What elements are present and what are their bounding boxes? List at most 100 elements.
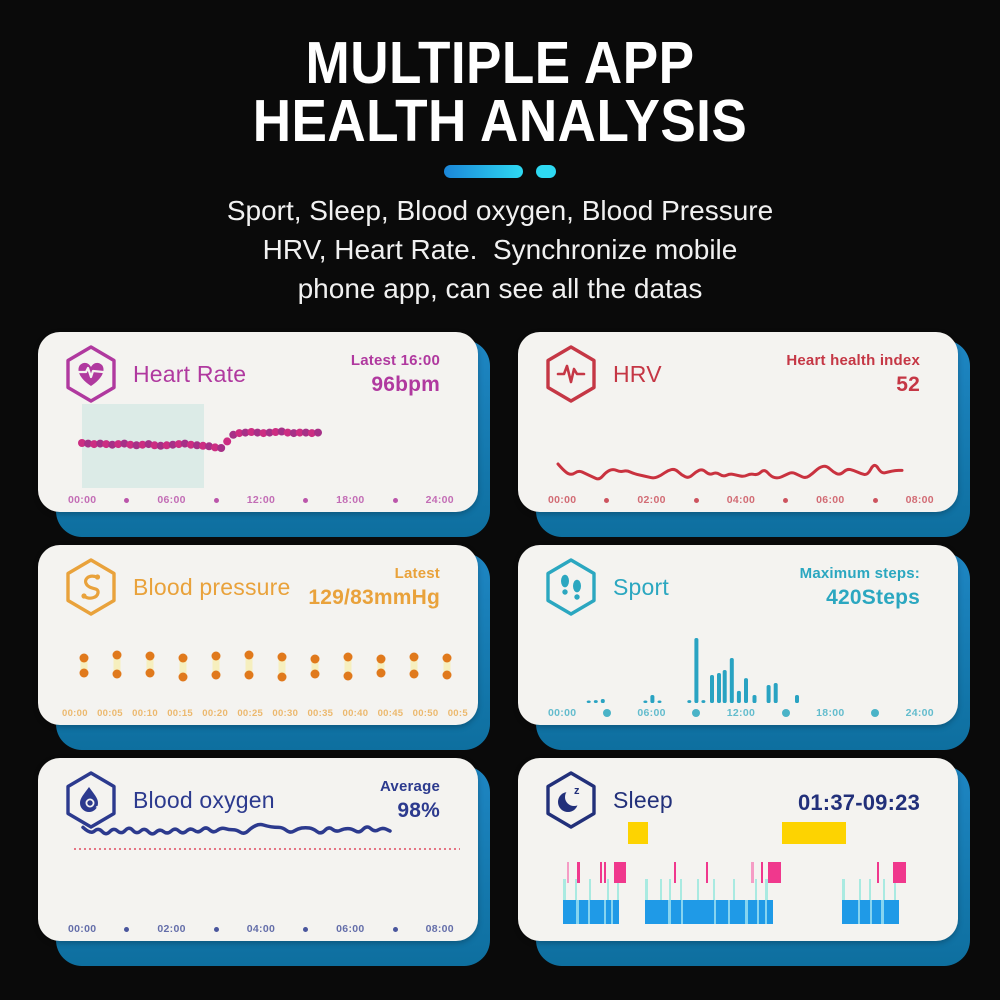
chart-dot [211,443,220,452]
sleep-light-spike [563,879,566,924]
chart-dot [229,430,238,439]
axis-label: 06:00 [336,923,365,935]
chart-bar [657,700,662,703]
axis-label: 00:20 [202,708,229,719]
card-hrv: HRV Heart health index 52 00:00 02:00 04:0… [518,332,970,537]
chart-dot [307,429,316,438]
axis-label: 12:00 [246,494,276,506]
blood-pressure-card: Blood pressure Latest 129/83mmHg 00:00 00… [38,545,478,725]
chart-dumbbell-band [146,656,154,673]
sleep-deep-stripe [858,900,860,924]
page-title: MULTIPLE APP HEALTH ANALYSIS [0,34,1000,151]
chart-systolic-dot [409,652,419,662]
chart-bar [586,700,591,703]
sleep-rem-bar [567,862,569,883]
moon-icon: z [546,771,596,829]
axis-dot [783,497,789,503]
axis-label: 00:00 [62,708,88,719]
stat-block: 01:37-09:23 [798,782,920,818]
sleep-deep-stripe [714,900,716,924]
chart-systolic-dot [343,652,353,662]
chart-dot [193,441,201,450]
chart-bar [744,678,748,703]
chart-dot [277,427,286,436]
axis-label: 00:50 [412,708,439,719]
axis-label: 12:00 [726,707,756,719]
axis-label: 00:40 [342,708,369,719]
axis-dot [392,497,398,503]
axis-label: 04:00 [726,494,756,506]
stat-label: Latest [394,565,440,582]
axis-dot [602,709,611,717]
axis-label: 06:00 [637,707,666,719]
chart-bar [643,700,648,703]
chart-dot [138,440,147,449]
time-axis: 00:00 02:00 04:00 06:00 08:00 [548,494,934,506]
card-title: Sport [613,573,669,600]
chart-dot [283,428,292,437]
sleep-deep-stripe [765,900,767,924]
axis-dot [871,709,880,717]
sleep-light-spike [697,879,699,924]
chart-dot [156,441,165,450]
sleep-light-spike [733,879,735,924]
sleep-deep-stripe [745,900,748,924]
sleep-rem-bar [577,862,580,883]
axis-label: 00:05 [97,708,123,719]
axis-label: 06:00 [816,494,845,506]
chart-dot [223,437,232,446]
sleep-deep-block [645,900,773,924]
chart-dumbbell-band [245,655,253,675]
axis-label: 24:00 [905,707,934,719]
sleep-light-spike [842,879,845,924]
chart-systolic-dot [211,651,221,661]
sleep-card: z Sleep 01:37-09:23 [518,758,958,941]
sleep-rem-bar [751,862,754,883]
chart-bar [600,699,605,703]
chart-dot [235,429,244,438]
axis-label: 00:00 [68,923,97,935]
axis-label: 00:45 [377,708,404,719]
chart-dot [247,428,256,436]
time-axis: 00:00 00:05 00:10 00:15 00:20 00:25 00:30 00:35… [62,708,468,719]
stat-label: Latest 16:00 [350,352,440,369]
sleep-rem-bar [761,862,763,883]
chart-systolic-dot [310,654,320,664]
heart-rate-card: Heart Rate Latest 16:00 96bpm 00:00 06:00… [38,332,478,512]
axis-label: 00:00 [548,707,577,719]
chart-dot [102,440,111,449]
stat-label: Average [379,778,440,795]
card-title: Heart Rate [133,360,247,387]
health-cards-grid: Heart Rate Latest 16:00 96bpm 00:00 06:00… [38,332,970,966]
svg-text:2: 2 [96,806,100,813]
sleep-light-spike [869,879,871,924]
chart-dot [180,439,189,448]
card-title: HRV [613,360,662,387]
axis-label: 00:30 [272,708,299,719]
description-line: phone app, can see all the datas [297,273,703,304]
chart-dot [271,428,280,436]
chart-dot [289,429,298,438]
chart-bar [694,638,699,703]
axis-dot [872,497,878,503]
sleep-deep-stripe [576,900,579,924]
chart-dot [90,440,99,449]
chart-diastolic-dot [409,669,419,679]
oxygen-drop-icon: 2 [66,771,116,829]
chart-dumbbell-band [113,655,121,674]
card-header: z Sleep 01:37-09:23 [544,770,920,830]
axis-label: 00:00 [68,494,97,506]
sleep-light-spike [755,879,757,924]
stat-label: Heart health index [786,352,920,369]
chart-bar [736,690,741,703]
card-title: Blood pressure [133,573,291,600]
axis-dot [213,926,219,932]
axis-label: 00:15 [167,708,193,719]
axis-label: 24:00 [425,494,454,506]
chart-bar [752,695,757,703]
chart-systolic-dot [442,653,452,663]
sleep-deep-block [842,900,899,924]
chart-dot [132,441,141,450]
axis-dot [124,497,130,503]
